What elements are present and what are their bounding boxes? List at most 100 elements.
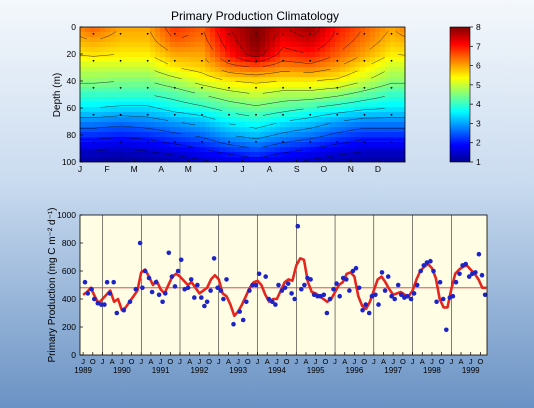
heatmap-cell (90, 67, 96, 73)
heatmap-cell (320, 147, 326, 153)
heatmap-cell (160, 42, 166, 48)
heatmap-cell (170, 27, 176, 33)
heatmap-cell (315, 132, 321, 138)
heatmap-cell (380, 112, 386, 118)
time-tick-label: J (81, 357, 85, 366)
heatmap-cell (135, 52, 141, 58)
heatmap-cell (395, 152, 401, 158)
heatmap-cell (185, 137, 191, 143)
contour-line (100, 105, 385, 129)
heatmap-cell (185, 107, 191, 113)
heatmap-cell (140, 72, 146, 78)
heatmap-cell (110, 77, 116, 83)
year-label: 1991 (152, 366, 170, 375)
heatmap-cell (225, 87, 231, 93)
heatmap-cell (305, 112, 311, 118)
month-tick-label: M (131, 164, 138, 174)
heatmap-cell (220, 87, 226, 93)
heatmap-cell (290, 57, 296, 63)
heatmap-cell (215, 52, 221, 58)
heatmap-cell (80, 87, 86, 93)
heatmap-cell (95, 127, 101, 133)
heatmap-cell (145, 47, 151, 53)
heatmap-cell (200, 42, 206, 48)
heatmap-cell (320, 77, 326, 83)
heatmap-cell (115, 87, 121, 93)
heatmap-cell (355, 72, 361, 78)
heatmap-cell (185, 42, 191, 48)
heatmap-cell (130, 37, 136, 43)
heatmap-cell (380, 152, 386, 158)
heatmap-cell (145, 67, 151, 73)
heatmap-cell (175, 32, 181, 38)
observation-point (289, 291, 294, 296)
heatmap-cell (340, 42, 346, 48)
heatmap-cell (345, 32, 351, 38)
heatmap-cell (190, 132, 196, 138)
heatmap-cell (225, 102, 231, 108)
heatmap-cell (400, 152, 405, 158)
time-tick-label: A (187, 357, 192, 366)
heatmap-cell (395, 37, 401, 43)
depth-tick-label: 0 (71, 22, 76, 32)
heatmap-cell (235, 87, 241, 93)
heatmap-cell (130, 112, 136, 118)
heatmap-cell (125, 32, 131, 38)
heatmap-cell (205, 112, 211, 118)
heatmap-cell (110, 42, 116, 48)
heatmap-cell (255, 147, 261, 153)
heatmap-cell (355, 97, 361, 103)
heatmap-cell (345, 27, 351, 33)
heatmap-cell (220, 42, 226, 48)
heatmap-cell (300, 112, 306, 118)
observation-point (299, 286, 304, 292)
heatmap-cell (355, 42, 361, 48)
heatmap-cell (300, 92, 306, 98)
colorbar (449, 26, 471, 163)
heatmap-cell (370, 127, 376, 133)
observation-point (250, 282, 255, 288)
observation-point (114, 310, 120, 316)
sample-dots (92, 32, 393, 143)
heatmap-cell (185, 32, 191, 38)
heatmap-cell (105, 67, 111, 73)
heatmap-cell (205, 27, 211, 33)
heatmap-cell (270, 32, 276, 38)
heatmap-cell (235, 42, 241, 48)
heatmap-cell (300, 142, 306, 148)
time-tick-label: O (167, 357, 173, 366)
heatmap-cell (110, 92, 116, 98)
heatmap-cell (250, 112, 256, 118)
heatmap-cell (280, 157, 286, 162)
sample-dot (119, 32, 122, 35)
heatmap-cell (360, 32, 366, 38)
heatmap-cell (380, 92, 386, 98)
heatmap-cell (370, 57, 376, 63)
heatmap-cell (260, 82, 266, 88)
colorbar-tick-label: 2 (476, 138, 481, 148)
heatmap-cell (90, 87, 96, 93)
heatmap-cell (375, 92, 381, 98)
heatmap-cell (355, 82, 361, 88)
heatmap-cell (245, 92, 251, 98)
heatmap-cell (180, 82, 186, 88)
heatmap-cell (280, 132, 286, 138)
heatmap-cell (375, 137, 381, 143)
heatmap-cell (215, 72, 221, 78)
heatmap-cell (185, 92, 191, 98)
heatmap-cell (215, 87, 221, 93)
heatmap-cell (340, 37, 346, 43)
heatmap-cell (340, 117, 346, 123)
heatmap-cell (360, 132, 366, 138)
heatmap-cell (130, 82, 136, 88)
heatmap-cell (205, 47, 211, 53)
heatmap-cell (315, 137, 321, 143)
month-tick-label: O (320, 164, 327, 174)
heatmap-cell (85, 92, 91, 98)
heatmap-cell (155, 82, 161, 88)
heatmap-cell (385, 92, 391, 98)
heatmap-cell (285, 27, 291, 33)
heatmap-cell (95, 97, 101, 103)
